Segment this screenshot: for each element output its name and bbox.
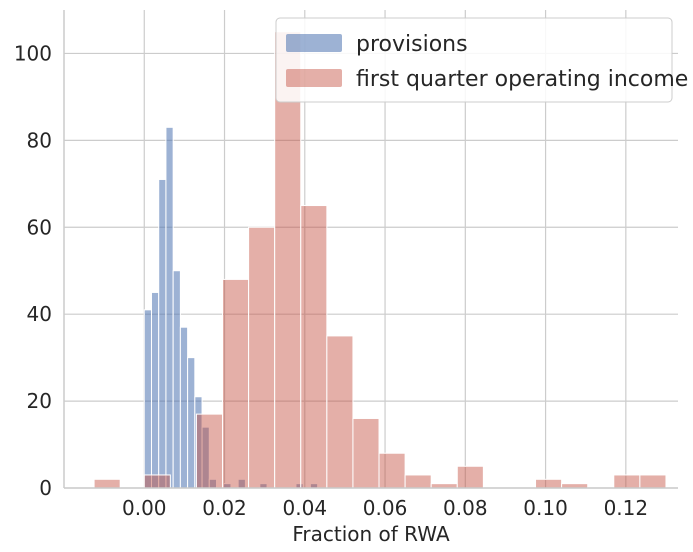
histogram-bar [172, 270, 181, 489]
legend-swatch-provisions [286, 34, 342, 52]
histogram-bar [165, 126, 174, 489]
x-tick-label: 0.08 [443, 496, 488, 520]
x-tick-label: 0.12 [604, 496, 649, 520]
x-axis-label: Fraction of RWA [292, 522, 450, 546]
histogram-bar [639, 474, 667, 489]
histogram-bar [143, 474, 171, 489]
x-tick-label: 0.04 [283, 496, 328, 520]
y-tick-label: 0 [39, 476, 52, 500]
histogram-bar [274, 31, 302, 489]
y-tick-label: 40 [27, 302, 52, 326]
y-tick-label: 20 [27, 389, 52, 413]
histogram-bar [378, 452, 406, 489]
histogram-bar [187, 357, 196, 489]
histogram-bar [404, 474, 432, 489]
histogram-bar [179, 326, 189, 489]
histogram-bar [93, 478, 121, 489]
histogram-bar [613, 474, 641, 489]
histogram-bar [150, 291, 160, 489]
histogram-bar [535, 478, 563, 489]
y-tick-labels: 0 20 40 60 80 100 [14, 41, 52, 500]
histogram-bar [352, 417, 380, 489]
axes-frame [63, 10, 678, 489]
x-tick-label: 0.06 [363, 496, 408, 520]
x-tick-label: 0.00 [122, 496, 167, 520]
legend-box [275, 17, 673, 103]
histogram-bar [300, 205, 328, 489]
histogram-bar [326, 335, 354, 489]
y-tick-label: 100 [14, 41, 52, 65]
histogram-bar [456, 465, 484, 489]
provisions-bars [143, 126, 319, 489]
histogram-bar [143, 309, 152, 489]
legend-swatch-operating-income [286, 69, 342, 87]
operating-income-bars [93, 31, 667, 489]
histogram-bar [158, 178, 167, 489]
y-tick-label: 80 [27, 128, 52, 152]
histogram-bar [195, 413, 224, 489]
histogram-bar [248, 226, 276, 489]
legend-label-operating-income: first quarter operating income [356, 67, 688, 92]
legend-label-provisions: provisions [356, 32, 468, 57]
x-tick-label: 0.10 [523, 496, 568, 520]
histogram-bar [222, 278, 250, 489]
x-tick-label: 0.02 [202, 496, 247, 520]
legend: provisions first quarter operating incom… [275, 17, 688, 103]
y-tick-label: 60 [27, 215, 52, 239]
x-tick-labels: 0.00 0.02 0.04 0.06 0.08 0.10 0.12 [122, 496, 648, 520]
